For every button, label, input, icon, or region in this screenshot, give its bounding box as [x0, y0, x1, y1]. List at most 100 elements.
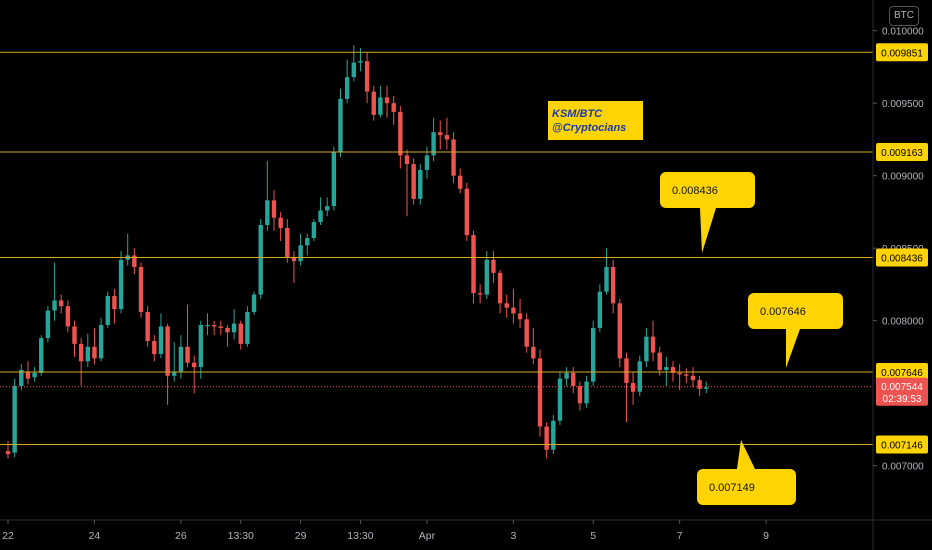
candle-body [617, 303, 622, 359]
level-axis-tag [876, 143, 928, 162]
candle-body [677, 372, 682, 375]
candle-body [517, 313, 523, 320]
candles [5, 45, 709, 459]
candle-body [78, 343, 84, 362]
candle-body [358, 61, 363, 63]
candle-body [112, 296, 117, 310]
candle-body [650, 336, 656, 353]
candle-body [178, 346, 184, 372]
candle-body [172, 371, 177, 376]
candle-body [32, 372, 37, 378]
x-tick-label: 26 [175, 530, 187, 542]
y-tick-label: 0.008000 [882, 317, 924, 328]
callout-label: 0.008436 [672, 185, 718, 197]
candle-body [610, 267, 616, 304]
candle-body [65, 306, 71, 327]
x-tick-label: 24 [89, 530, 101, 542]
candle-body [325, 206, 330, 211]
callout-bubble [748, 293, 843, 329]
x-tick-label: Apr [419, 530, 436, 542]
level-axis-tag [876, 363, 928, 382]
candle-body [657, 352, 662, 370]
callout-tail [700, 208, 716, 253]
price-callout: 0.007149 [697, 440, 796, 505]
x-tick-label: 3 [510, 530, 516, 542]
candle-body [152, 340, 157, 355]
candle-body [285, 227, 290, 257]
y-tick-label: 0.009500 [882, 99, 924, 110]
candle-body [52, 300, 57, 311]
candle-body [644, 336, 649, 362]
candle-body [630, 383, 636, 392]
candle-body [424, 155, 430, 170]
candle-body [318, 210, 323, 223]
candle-body [438, 132, 443, 136]
level-axis-tag [876, 248, 928, 267]
price-callout: 0.007646 [748, 293, 843, 368]
candle-body [192, 362, 197, 368]
price-axis-tags: 0.009851 0.009163 0.008436 0.007646 0.007146… [876, 43, 928, 454]
candle-body [524, 319, 529, 347]
candle-body [384, 97, 390, 104]
candle-body [258, 224, 263, 295]
candle-body [338, 98, 343, 153]
candle-body [531, 346, 536, 359]
candle-body [271, 200, 277, 218]
candle-body [557, 378, 563, 421]
candle-body [378, 97, 383, 115]
y-tick-label: 0.007000 [882, 462, 924, 473]
candle-body [444, 135, 450, 140]
level-axis-tag [876, 435, 928, 454]
candle-body [577, 385, 583, 404]
candle-body [544, 426, 549, 450]
price-callout: 0.008436 [660, 172, 755, 253]
callout-tail [786, 329, 800, 368]
candle-body [391, 103, 396, 112]
candle-body [637, 361, 642, 392]
candle-body [398, 111, 403, 156]
candle-body [704, 387, 709, 389]
candle-body [344, 77, 350, 99]
candle-body [105, 296, 110, 326]
candle-body [458, 175, 463, 189]
currency-badge[interactable]: BTC [889, 6, 919, 26]
candle-body [19, 369, 24, 386]
candle-body [604, 267, 609, 292]
callout-tail [737, 440, 755, 469]
candle-body [477, 293, 483, 295]
callout-bubble [660, 172, 755, 208]
symbol-note: KSM/BTC @Cryptocians [548, 101, 643, 140]
candle-body [451, 139, 456, 176]
candle-body [251, 294, 257, 312]
currency-badge-label: BTC [894, 10, 914, 21]
symbol-note-line: KSM/BTC [552, 108, 603, 120]
candle-body [265, 200, 270, 225]
candle-body [45, 310, 51, 339]
candle-body [684, 374, 689, 376]
candle-body [690, 375, 696, 381]
level-axis-tag-label: 0.009163 [881, 148, 923, 159]
candle-body [145, 311, 150, 341]
candle-body [584, 381, 589, 404]
level-axis-tag-label: 0.008436 [881, 253, 923, 264]
candle-body [238, 323, 243, 344]
candle-body [205, 325, 210, 327]
candle-body [118, 259, 124, 310]
candle-body [198, 325, 204, 368]
x-tick-label: 13:30 [347, 530, 373, 542]
candle-body [597, 291, 603, 328]
candle-body [59, 300, 64, 307]
x-tick-label: 9 [763, 530, 769, 542]
candle-body [664, 367, 669, 370]
candle-body [218, 326, 223, 328]
candle-body [571, 372, 576, 386]
candle-body [185, 346, 190, 363]
candle-body [484, 259, 489, 295]
callout-label: 0.007149 [709, 482, 755, 494]
candle-body [291, 256, 297, 262]
level-axis-tag [876, 43, 928, 62]
candle-body [278, 217, 283, 228]
candle-body [305, 238, 310, 246]
level-axis-tag-label: 0.009851 [881, 48, 923, 59]
